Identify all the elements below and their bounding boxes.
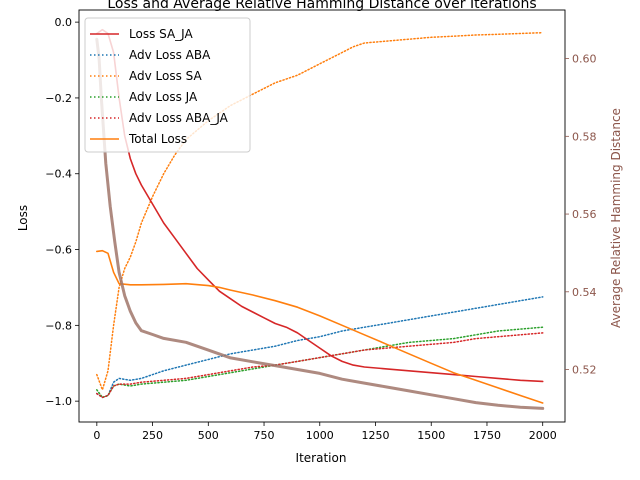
y2-tick-label: 0.60 (572, 53, 597, 66)
y2-tick-label: 0.54 (572, 286, 597, 299)
y-axis-ticks: −1.0 −0.8 −0.6 −0.4 −0.2 0.0 (45, 16, 79, 408)
x-tick-label: 1250 (362, 429, 390, 442)
legend-label: Adv Loss ABA (129, 48, 211, 62)
x-tick-label: 500 (198, 429, 219, 442)
x-tick-label: 1000 (306, 429, 334, 442)
y2-tick-label: 0.56 (572, 208, 597, 221)
x-tick-label: 1500 (417, 429, 445, 442)
x-tick-label: 250 (142, 429, 163, 442)
y-tick-label: −1.0 (45, 395, 72, 408)
series-line-hamming-distance (95, 37, 545, 410)
x-tick-label: 1750 (473, 429, 501, 442)
y-axis-label: Loss (16, 205, 30, 231)
x-tick-label: 750 (254, 429, 275, 442)
legend: Loss SA_JA Adv Loss ABA Adv Loss SA Adv Los… (84, 17, 251, 153)
y-tick-label: −0.8 (45, 319, 72, 332)
x-axis-ticks: 0 250 500 750 1000 1250 1500 1750 2000 (93, 422, 557, 442)
y2-tick-label: 0.58 (572, 130, 597, 143)
legend-box (84, 17, 251, 153)
legend-label: Total Loss (128, 132, 187, 146)
legend-label: Loss SA_JA (129, 27, 194, 41)
plot-frame (78, 9, 566, 423)
y2-tick-label: 0.52 (572, 364, 597, 377)
series-line-loss-sa-ja (96, 28, 544, 383)
chart-title: Loss and Average Relative Hamming Distan… (107, 0, 536, 12)
y-tick-label: −0.2 (45, 92, 72, 105)
y-tick-label: 0.0 (55, 16, 73, 29)
y-tick-label: −0.4 (45, 168, 72, 181)
series-line-adv-loss-aba (96, 296, 544, 399)
y-tick-label: −0.6 (45, 244, 72, 257)
legend-label: Adv Loss JA (129, 90, 198, 104)
x-tick-label: 2000 (529, 429, 557, 442)
legend-label: Adv Loss SA (129, 69, 203, 83)
x-tick-label: 0 (93, 429, 100, 442)
y2-axis-label: Average Relative Hamming Distance (609, 108, 623, 328)
y2-axis-ticks: 0.52 0.54 0.56 0.58 0.60 (565, 53, 597, 377)
legend-label: Adv Loss ABA_JA (129, 111, 229, 125)
x-axis-label: Iteration (296, 451, 347, 465)
